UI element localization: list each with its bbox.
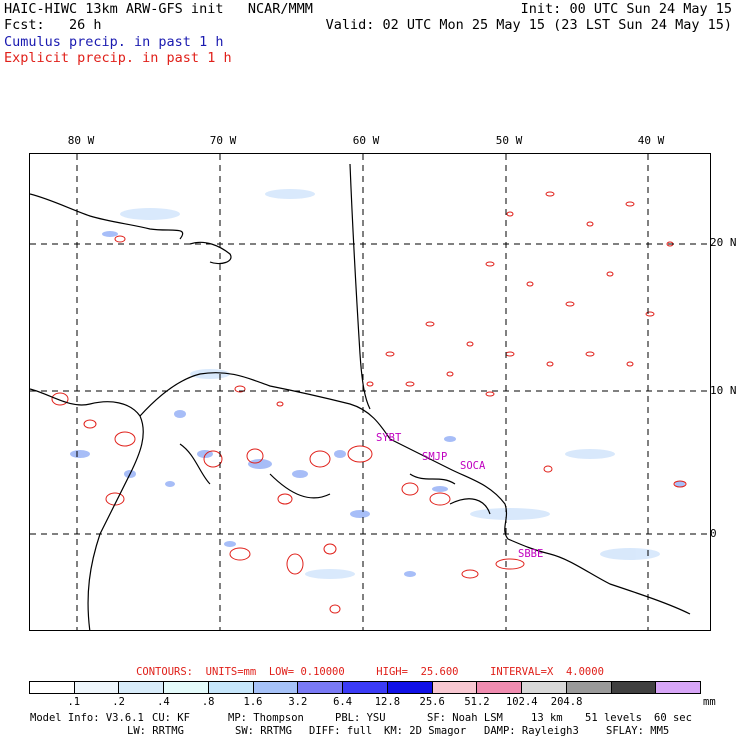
- station-label: SOCA: [460, 460, 486, 472]
- colorbar-swatch: [298, 682, 344, 693]
- mp-scheme: MP: Thompson: [228, 712, 304, 724]
- colorbar-swatch: [208, 682, 254, 693]
- init-time: Init: 00 UTC Sun 24 May 15: [520, 1, 732, 17]
- colorbar-tick-label: 6.4: [333, 696, 353, 708]
- colorbar-tick-label: 1.6: [243, 696, 263, 708]
- lon-label: 70 W: [209, 134, 237, 147]
- pbl-scheme: PBL: YSU: [335, 712, 386, 724]
- sw-scheme: SW: RRTMG: [235, 725, 292, 737]
- lw-scheme: LW: RRTMG: [127, 725, 184, 737]
- colorbar-tick-label: .2: [112, 696, 125, 708]
- contours-info: CONTOURS: UNITS=mm LOW= 0.10000 HIGH= 25…: [136, 666, 604, 678]
- colorbar-swatch: [343, 682, 388, 693]
- sflay-option: SFLAY: MM5: [606, 725, 670, 737]
- colorbar-swatch: [74, 682, 120, 693]
- cumulus-legend: Cumulus precip. in past 1 h: [4, 34, 224, 50]
- valid-time: Valid: 02 UTC Mon 25 May 15 (23 LST Sun …: [325, 17, 732, 33]
- lat-label: 0: [710, 527, 717, 540]
- cumulus-precip-areas: [70, 231, 685, 577]
- model-info: Model Info: V3.6.1: [30, 712, 144, 724]
- lon-label: 80 W: [67, 134, 95, 147]
- diff-option: DIFF: full: [309, 725, 373, 737]
- precip-map: [29, 153, 711, 631]
- damp-option: DAMP: Rayleigh3: [484, 725, 579, 737]
- colorbar-tick-label: 12.8: [374, 696, 401, 708]
- forecast-hour: Fcst: 26 h: [4, 17, 102, 33]
- grid-spacing: 13 km: [531, 712, 563, 724]
- coastlines: [30, 163, 691, 630]
- colorbar-tick-label: 3.2: [288, 696, 308, 708]
- colorbar-tick-label: .8: [201, 696, 215, 708]
- colorbar-swatch: [387, 682, 433, 693]
- colorbar: [29, 681, 701, 694]
- colorbar-swatch: [477, 682, 523, 693]
- lon-label: 50 W: [495, 134, 523, 147]
- cu-scheme: CU: KF: [152, 712, 190, 724]
- levels: 51 levels: [585, 712, 642, 724]
- colorbar-swatch: [432, 682, 478, 693]
- explicit-precip-contours: [51, 191, 687, 614]
- light-cumulus-areas: [120, 189, 660, 579]
- lat-lon-grid: [30, 154, 710, 630]
- colorbar-tick-label: .1: [67, 696, 81, 708]
- colorbar-swatch: [522, 682, 567, 693]
- colorbar-tick-label: .4: [157, 696, 170, 708]
- colorbar-swatch: [611, 682, 657, 693]
- colorbar-tick-label: 51.2: [464, 696, 490, 708]
- colorbar-unit: mm: [703, 696, 716, 708]
- sf-scheme: SF: Noah LSM: [427, 712, 503, 724]
- station-label: SBBE: [518, 548, 544, 560]
- timestep: 60 sec: [654, 712, 692, 724]
- colorbar-tick-label: 102.4: [505, 696, 538, 708]
- map-canvas: [30, 154, 710, 630]
- lat-label: 20 N: [710, 236, 737, 249]
- colorbar-swatch: [119, 682, 165, 693]
- colorbar-swatch: [656, 682, 701, 693]
- plot-title: HAIC-HIWC 13km ARW-GFS init NCAR/MMM: [4, 1, 313, 17]
- lon-label: 40 W: [637, 134, 665, 147]
- colorbar-swatch: [253, 682, 299, 693]
- station-label: SYBT: [376, 432, 402, 444]
- colorbar-tick-label: 204.8: [550, 696, 583, 708]
- km-option: KM: 2D Smagor: [384, 725, 467, 737]
- station-label: SMJP: [422, 451, 448, 463]
- colorbar-tick-label: 25.6: [419, 696, 445, 708]
- colorbar-swatch: [566, 682, 612, 693]
- lat-label: 10 N: [710, 384, 737, 397]
- colorbar-swatch: [30, 682, 75, 693]
- lon-label: 60 W: [352, 134, 380, 147]
- explicit-legend: Explicit precip. in past 1 h: [4, 50, 232, 66]
- colorbar-swatch: [164, 682, 209, 693]
